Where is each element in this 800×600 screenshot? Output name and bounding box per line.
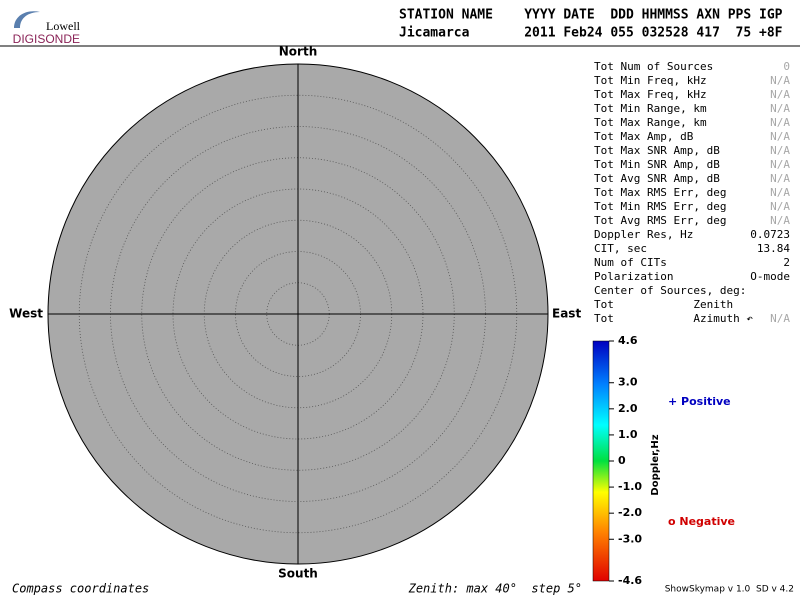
south-label: South bbox=[278, 567, 318, 581]
stat-value: O-mode bbox=[750, 270, 790, 283]
north-label: North bbox=[279, 45, 317, 59]
colorbar-tick-label: -3.0 bbox=[618, 532, 642, 545]
stat-value: N/A bbox=[770, 102, 790, 115]
stat-value: 0 bbox=[783, 60, 790, 73]
stat-label: Tot Avg RMS Err, deg bbox=[594, 214, 726, 227]
stat-value: 2 bbox=[783, 256, 790, 269]
header-values: Jicamarca 2011 Feb24 055 032528 417 75 +… bbox=[399, 26, 783, 41]
legend-positive: + Positive bbox=[668, 395, 731, 408]
colorbar-title: Doppler,Hz bbox=[650, 434, 661, 495]
logo-top: Lowell bbox=[46, 19, 81, 33]
footer-left: Compass coordinates bbox=[12, 582, 149, 596]
footer-right: ShowSkymap v 1.0 SD v 4.2 bbox=[665, 585, 794, 595]
colorbar-tick-label: 4.6 bbox=[618, 334, 638, 347]
stat-label: Tot Max Amp, dB bbox=[594, 130, 694, 143]
stat-value: N/A bbox=[770, 130, 790, 143]
stat-label: Tot Min RMS Err, deg bbox=[594, 200, 726, 213]
colorbar-tick-label: -4.6 bbox=[618, 574, 642, 587]
colorbar bbox=[592, 340, 610, 582]
stat-label: Tot Max SNR Amp, dB bbox=[594, 144, 720, 157]
stat-label: Tot Zenith bbox=[594, 298, 733, 311]
colorbar-tick-label: 0 bbox=[618, 454, 626, 467]
polar-plot bbox=[47, 63, 549, 565]
stat-label: Tot Max Freq, kHz bbox=[594, 88, 707, 101]
header-columns: STATION NAME YYYY DATE DDD HHMMSS AXN PP… bbox=[399, 8, 783, 23]
stat-label: Num of CITs bbox=[594, 256, 667, 269]
stat-value: N/A bbox=[770, 186, 790, 199]
colorbar-tick-label: 3.0 bbox=[618, 376, 638, 389]
colorbar-tick-label: 2.0 bbox=[618, 402, 638, 415]
colorbar-tick-label: 1.0 bbox=[618, 428, 638, 441]
stat-value: 0.0723 bbox=[750, 228, 790, 241]
stat-label: Tot Azimuth ↶ bbox=[594, 312, 753, 325]
logo-swoosh bbox=[14, 11, 40, 28]
east-label: East bbox=[552, 307, 581, 321]
stat-value: N/A bbox=[770, 158, 790, 171]
stat-label: Tot Num of Sources bbox=[594, 60, 713, 73]
colorbar-tick-label: -2.0 bbox=[618, 506, 642, 519]
stat-value: N/A bbox=[770, 172, 790, 185]
stat-label: Tot Min Freq, kHz bbox=[594, 74, 707, 87]
stat-label: CIT, sec bbox=[594, 242, 647, 255]
stat-value: N/A bbox=[770, 116, 790, 129]
stat-label: Tot Min Range, km bbox=[594, 102, 707, 115]
stat-label: Tot Max RMS Err, deg bbox=[594, 186, 726, 199]
stat-label: Tot Min SNR Amp, dB bbox=[594, 158, 720, 171]
stat-label: Polarization bbox=[594, 270, 673, 283]
stat-value: N/A bbox=[770, 74, 790, 87]
stat-value: N/A bbox=[770, 214, 790, 227]
legend-negative: o Negative bbox=[668, 515, 735, 528]
stat-value: N/A bbox=[770, 200, 790, 213]
colorbar-tick-label: -1.0 bbox=[618, 480, 642, 493]
stat-value: 13.84 bbox=[757, 242, 790, 255]
stat-label: Tot Max Range, km bbox=[594, 116, 707, 129]
stat-label: Doppler Res, Hz bbox=[594, 228, 693, 241]
stat-label: Center of Sources, deg: bbox=[594, 284, 746, 297]
stat-value: N/A bbox=[770, 312, 790, 325]
stat-label: Tot Avg SNR Amp, dB bbox=[594, 172, 720, 185]
stat-value: N/A bbox=[770, 144, 790, 157]
stat-value: N/A bbox=[770, 88, 790, 101]
logo-bottom: DIGISONDE bbox=[13, 32, 80, 46]
footer-center: Zenith: max 40° step 5° bbox=[408, 582, 582, 596]
west-label: West bbox=[9, 307, 43, 321]
